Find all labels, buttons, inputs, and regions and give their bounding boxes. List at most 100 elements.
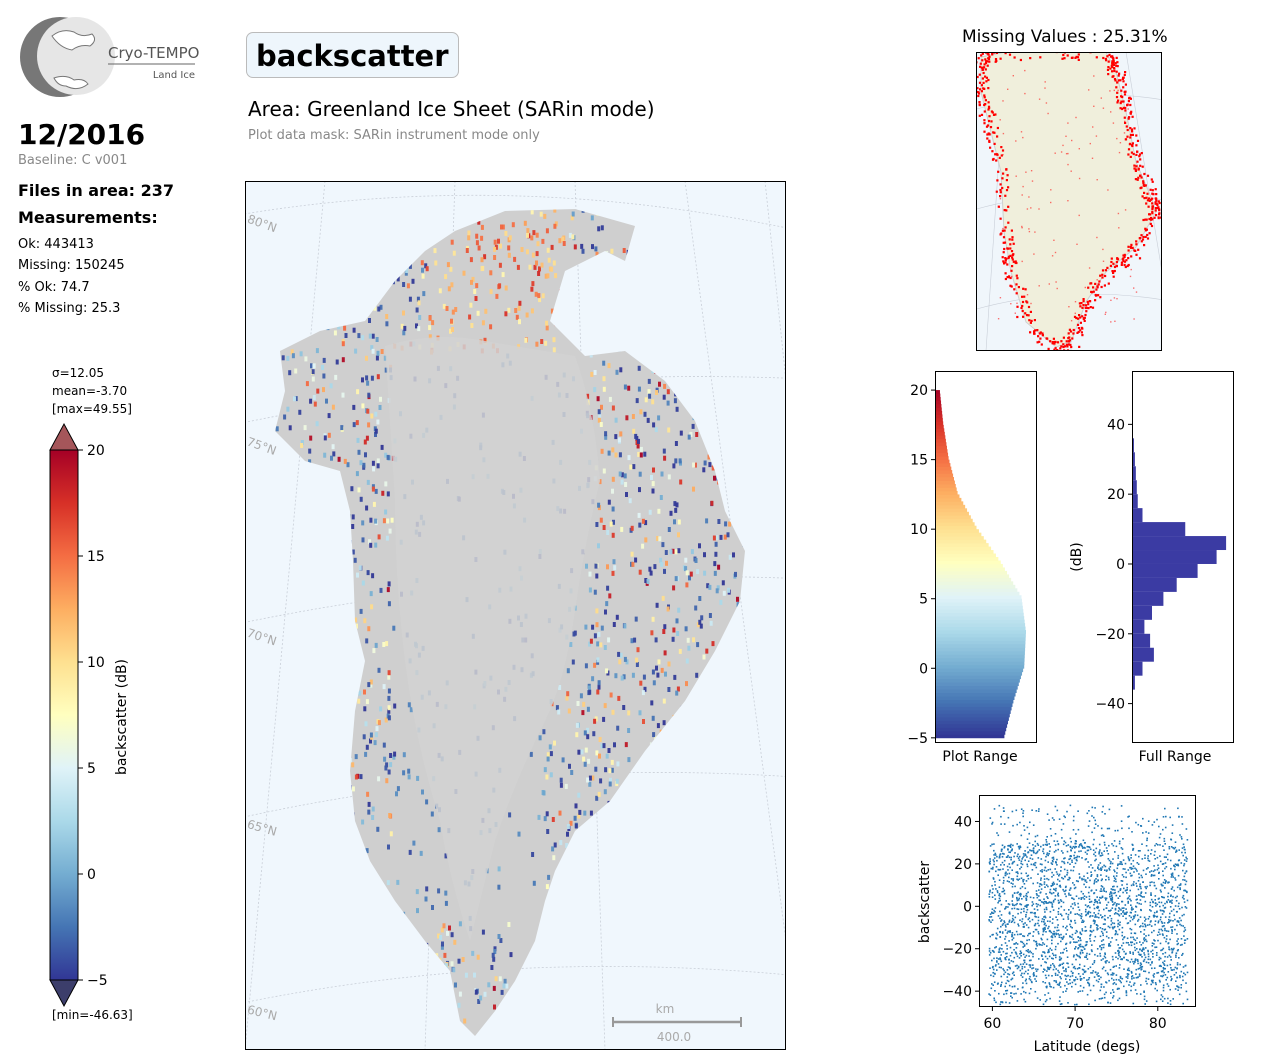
- missing-point: [1110, 260, 1113, 264]
- scatter-point: [1102, 923, 1105, 925]
- map-point: [595, 608, 599, 614]
- page-title: backscatter: [246, 32, 459, 78]
- missing-point: [979, 88, 982, 91]
- map-point: [596, 396, 600, 402]
- scatter-point: [1144, 1003, 1146, 1005]
- scatter-point: [1036, 842, 1039, 845]
- map-point: [692, 637, 696, 643]
- map-point: [605, 668, 609, 674]
- scatter-point: [1109, 968, 1112, 971]
- scatter-point: [1043, 883, 1046, 885]
- scatter-point: [1040, 954, 1043, 957]
- map-point: [633, 637, 637, 643]
- scatter-point: [1136, 870, 1138, 872]
- map-point: [593, 589, 597, 595]
- map-point: [678, 648, 682, 654]
- scatter-point: [1031, 858, 1034, 860]
- map-point: [367, 392, 371, 398]
- scatter-point: [998, 804, 1001, 807]
- scatter-point: [1147, 934, 1150, 937]
- map-point: [275, 426, 279, 432]
- missing-point: [1157, 216, 1160, 219]
- map-point: [387, 769, 391, 775]
- missing-point: [1068, 339, 1071, 342]
- scatter-point: [1079, 990, 1081, 992]
- scatter-point: [1010, 849, 1013, 852]
- scatter-point: [1104, 865, 1107, 868]
- scatter-point: [1031, 904, 1033, 907]
- map-point: [408, 849, 412, 855]
- missing-point: [1083, 319, 1086, 322]
- map-point: [333, 330, 337, 336]
- scatter-point: [1005, 982, 1007, 985]
- scatter-point: [1066, 869, 1069, 872]
- scatter-point: [1029, 911, 1032, 914]
- scatter-point: [1148, 923, 1151, 926]
- map-point: [517, 831, 521, 837]
- scatter-point: [1121, 880, 1124, 882]
- map-point: [490, 965, 494, 970]
- scatter-point: [1059, 981, 1061, 984]
- missing-point: [1096, 279, 1098, 281]
- map-point: [615, 369, 619, 375]
- scatter-point: [1182, 952, 1184, 955]
- scatter-point: [1153, 929, 1155, 932]
- map-point: [692, 486, 695, 492]
- missing-point: [1130, 268, 1132, 271]
- missing-point: [1135, 243, 1138, 246]
- map-point: [368, 318, 371, 323]
- scatter-point: [1095, 847, 1098, 850]
- histogram-tick: 15: [910, 453, 928, 469]
- missing-point: [1004, 226, 1007, 229]
- scatter-point: [1149, 884, 1151, 887]
- missing-point: [1023, 295, 1026, 298]
- map-point: [382, 742, 386, 748]
- missing-point: [1109, 90, 1111, 92]
- scatter-point: [1160, 994, 1163, 996]
- map-point: [611, 532, 615, 538]
- map-point: [351, 514, 355, 520]
- scatter-point: [1027, 904, 1029, 906]
- missing-point: [1053, 340, 1056, 344]
- missing-point: [983, 122, 986, 125]
- scatter-point: [1108, 808, 1111, 811]
- scatter-point: [1074, 941, 1077, 944]
- scatter-point: [1057, 969, 1059, 972]
- map-point: [666, 389, 670, 395]
- map-point: [639, 409, 643, 415]
- missing-point: [1127, 263, 1130, 267]
- map-point: [599, 778, 603, 784]
- map-point: [294, 396, 298, 402]
- scatter-point: [1047, 885, 1049, 888]
- map-point: [674, 441, 678, 446]
- scatter-point: [1015, 942, 1017, 944]
- scatter-point: [1094, 851, 1097, 854]
- map-point: [606, 585, 610, 591]
- scatter-point: [1113, 982, 1116, 984]
- scatter-point: [1014, 916, 1017, 919]
- missing-point: [1016, 277, 1019, 280]
- map-point: [407, 702, 411, 708]
- map-point: [595, 251, 599, 257]
- scatter-point: [1084, 851, 1087, 854]
- map-point: [664, 550, 668, 555]
- scatter-point: [1090, 864, 1092, 866]
- missing-point: [1027, 314, 1030, 317]
- scatter-point: [1153, 967, 1156, 969]
- missing-point: [1135, 144, 1138, 147]
- scatter-point: [1105, 935, 1108, 938]
- map-point: [518, 319, 521, 325]
- scatter-point: [1017, 912, 1019, 915]
- scatter-point: [1124, 868, 1126, 870]
- scatter-point: [1062, 823, 1065, 825]
- missing-point: [1071, 337, 1074, 340]
- scatter-point: [1156, 911, 1158, 913]
- scatter-point: [1041, 871, 1043, 873]
- map-point: [652, 680, 656, 686]
- missing-point: [1072, 332, 1075, 335]
- scatter-point: [1046, 877, 1048, 880]
- scatter-point: [1067, 1002, 1069, 1004]
- missing-point: [997, 170, 1000, 173]
- missing-point: [1041, 332, 1044, 335]
- scatter-point: [1025, 978, 1027, 981]
